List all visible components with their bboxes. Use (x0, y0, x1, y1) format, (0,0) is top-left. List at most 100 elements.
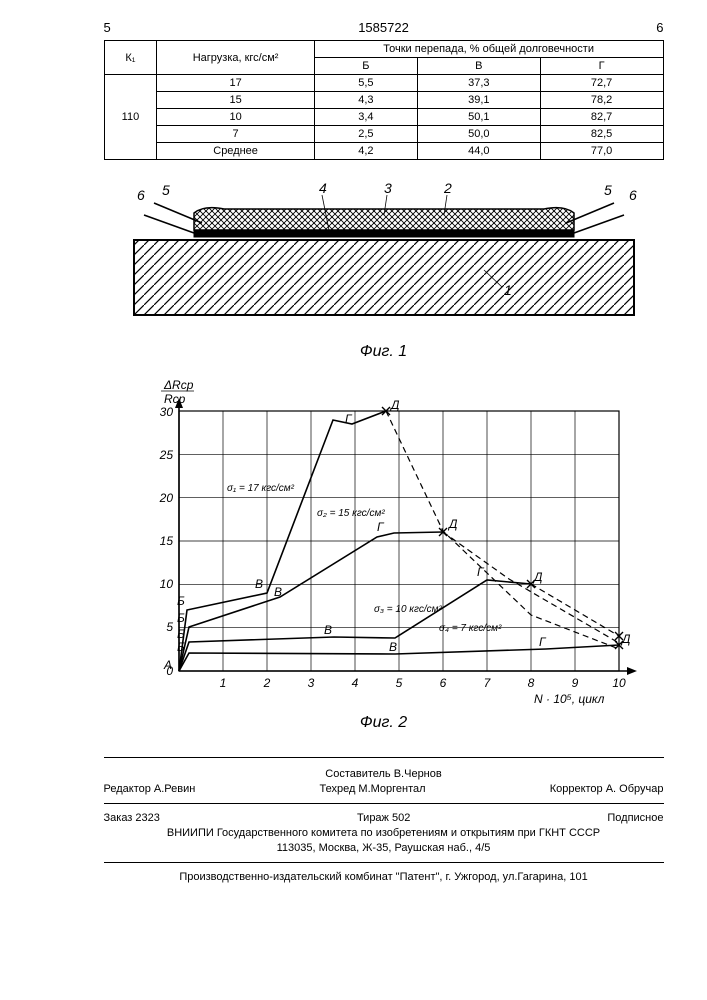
ytick: 25 (158, 448, 173, 462)
cell: 82,7 (540, 109, 663, 126)
curve-label-2: σ₂ = 15 кгс/см² (317, 508, 385, 519)
cell: 39,1 (417, 92, 540, 109)
table-row: 7 2,5 50,0 82,5 (104, 126, 663, 143)
fig1-svg: 6 5 4 3 2 5 6 1 (104, 175, 664, 335)
callout-2: 2 (443, 180, 452, 196)
figure-1: 6 5 4 3 2 5 6 1 Фиг. 1 (104, 175, 664, 361)
table-row: 10 3,4 50,1 82,7 (104, 109, 663, 126)
org: ВНИИПИ Государственного комитета по изоб… (104, 827, 664, 839)
ytick: 20 (158, 491, 173, 505)
imprint-footer: Составитель В.Чернов Редактор А.Ревин Те… (104, 757, 664, 883)
k1-cell: 110 (104, 75, 157, 160)
table-row: 110 17 5,5 37,3 72,7 (104, 75, 663, 92)
patent-number: 1585722 (358, 20, 409, 35)
footer-order: Заказ 2323 Тираж 502 Подписное (104, 812, 664, 824)
sub-b: Б (314, 58, 417, 75)
footer-credits: Редактор А.Ревин Техред М.Моргентал Корр… (104, 783, 664, 795)
cell: 10 (157, 109, 314, 126)
pt-B: Б (177, 594, 185, 608)
cell: 77,0 (540, 143, 663, 160)
cell: 72,7 (540, 75, 663, 92)
curve-label-3: σ₃ = 10 кгс/см² (374, 604, 442, 615)
callout-6r: 6 (629, 187, 637, 203)
pt-V3: В (324, 623, 332, 637)
xtick: 7 (483, 676, 491, 690)
sub-g: Г (540, 58, 663, 75)
curve-label-1: σ₁ = 17 кгс/см² (227, 483, 295, 494)
ytick: 5 (166, 620, 173, 634)
y-label-top: ΔRср (163, 378, 194, 392)
sub: Подписное (607, 812, 663, 824)
cell: 4,2 (314, 143, 417, 160)
xtick: 1 (219, 676, 226, 690)
fig2-svg: ΔRср Rср 0 5 10 15 20 25 (124, 376, 644, 706)
xtick: 3 (307, 676, 314, 690)
cell: 3,4 (314, 109, 417, 126)
data-table: К₁ Нагрузка, кгс/см² Точки перепада, % о… (104, 40, 664, 160)
page-header: 5 1585722 6 (104, 20, 664, 35)
callout-1: 1 (504, 282, 512, 298)
table-header-row: К₁ Нагрузка, кгс/см² Точки перепада, % о… (104, 41, 663, 58)
sub-v: В (417, 58, 540, 75)
compiler: Составитель В.Чернов (104, 768, 664, 780)
callout-4: 4 (319, 180, 327, 196)
editor: Редактор А.Ревин (104, 783, 196, 795)
cell: 17 (157, 75, 314, 92)
pt-G2: Г (377, 520, 385, 534)
cell: Среднее (157, 143, 314, 160)
corrector: Корректор А. Обручар (550, 783, 664, 795)
col-points: Точки перепада, % общей долговечности (314, 41, 663, 58)
cell: 78,2 (540, 92, 663, 109)
col-load: Нагрузка, кгс/см² (157, 41, 314, 75)
pt-B4: Б (177, 640, 185, 654)
pt-D: Д (389, 398, 400, 412)
ytick: 30 (159, 405, 173, 419)
cell: 7 (157, 126, 314, 143)
callout-5r: 5 (604, 182, 612, 198)
cell: 5,5 (314, 75, 417, 92)
xtick: 4 (351, 676, 358, 690)
pt-D2: Д (447, 517, 458, 531)
y-label-bot: Rср (164, 392, 186, 406)
col-num-right: 6 (656, 20, 663, 35)
cell: 37,3 (417, 75, 540, 92)
pt-A: А (163, 658, 172, 672)
pt-V2: В (274, 585, 282, 599)
cell: 50,1 (417, 109, 540, 126)
xtick: 5 (395, 676, 402, 690)
col-num-left: 5 (104, 20, 111, 35)
fig1-label: Фиг. 1 (104, 343, 664, 361)
order: Заказ 2323 (104, 812, 160, 824)
pt-V4: В (389, 640, 397, 654)
curve-label-4: σ₄ = 7 кгс/см² (439, 623, 502, 634)
cell: 15 (157, 92, 314, 109)
pt-B3: Б (177, 627, 185, 641)
callout-3: 3 (384, 180, 392, 196)
callout-6l: 6 (137, 187, 145, 203)
addr: 113035, Москва, Ж-35, Раушская наб., 4/5 (104, 842, 664, 854)
prod: Производственно-издательский комбинат "П… (104, 871, 664, 883)
table-row: Среднее 4,2 44,0 77,0 (104, 143, 663, 160)
xtick: 10 (612, 676, 626, 690)
cell: 44,0 (417, 143, 540, 160)
ytick: 15 (159, 534, 173, 548)
pt-G4: Г (539, 635, 547, 649)
xtick: 2 (262, 676, 270, 690)
xtick: 8 (527, 676, 534, 690)
cell: 4,3 (314, 92, 417, 109)
cell: 50,0 (417, 126, 540, 143)
pt-V: В (255, 577, 263, 591)
ytick: 10 (159, 577, 173, 591)
figure-2-chart: ΔRср Rср 0 5 10 15 20 25 (124, 376, 644, 732)
x-axis-label: N · 10⁵, цикл (534, 692, 605, 706)
tirage: Тираж 502 (357, 812, 410, 824)
xtick: 6 (439, 676, 446, 690)
cell: 82,5 (540, 126, 663, 143)
table-row: 15 4,3 39,1 78,2 (104, 92, 663, 109)
callout-5l: 5 (162, 182, 170, 198)
techred: Техред М.Моргентал (319, 783, 425, 795)
fig2-label: Фиг. 2 (124, 714, 644, 732)
xtick: 9 (571, 676, 578, 690)
pt-B2: Б (177, 611, 185, 625)
pt-G3: Г (477, 565, 485, 579)
